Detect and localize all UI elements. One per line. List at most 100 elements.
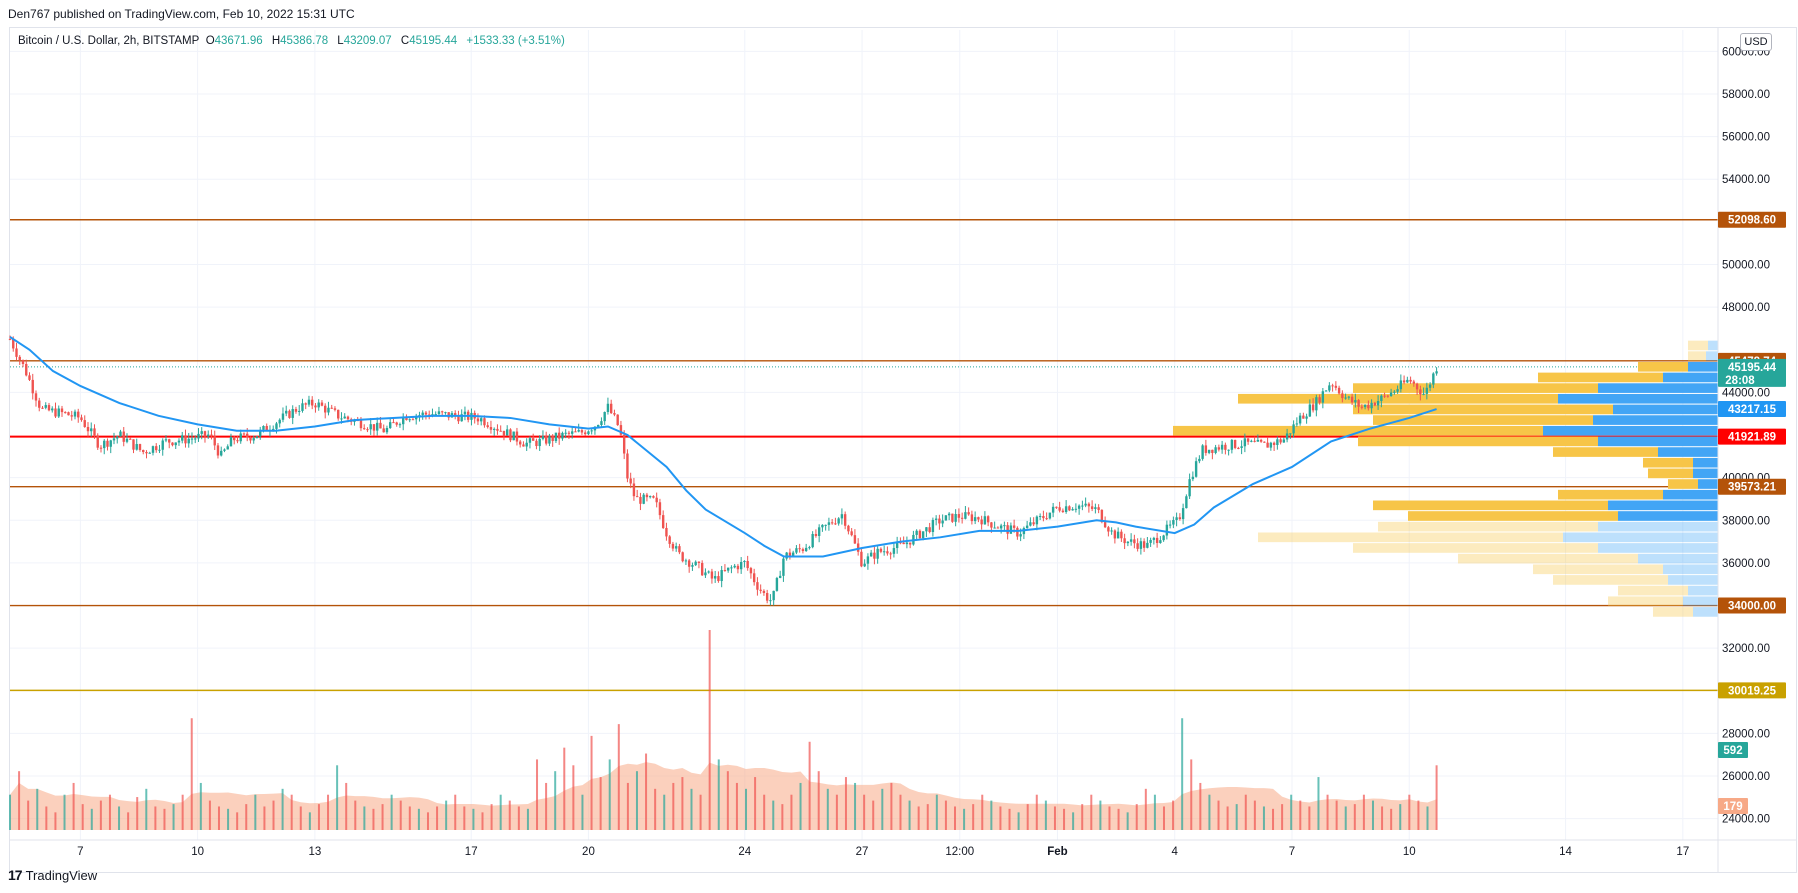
profile-bar-blue: [1598, 543, 1718, 553]
candle-body: [28, 375, 31, 380]
candle-body: [1126, 541, 1130, 544]
volume-bar: [1162, 806, 1165, 830]
volume-bar: [172, 804, 175, 830]
candle-body: [609, 403, 613, 414]
y-tick-label: 24000.00: [1722, 814, 1770, 826]
candle-body: [730, 567, 733, 569]
volume-bar: [136, 797, 139, 830]
candle-body: [928, 527, 931, 533]
candle-body: [1428, 384, 1432, 388]
volume-bar: [1253, 800, 1256, 830]
candle-body: [38, 400, 41, 408]
candle-body: [629, 478, 632, 484]
candle-body: [775, 578, 779, 591]
candle-body: [171, 442, 174, 446]
x-tick-label: 20: [582, 846, 595, 858]
candle-body: [548, 436, 551, 444]
volume-bar: [817, 771, 820, 830]
candle-body: [320, 402, 324, 406]
candle-body: [622, 434, 626, 454]
volume-bar: [290, 794, 293, 830]
volume-bar: [899, 794, 902, 830]
volume-bar: [381, 804, 384, 830]
candle-body: [1269, 442, 1273, 448]
candle-body: [1061, 510, 1065, 513]
candle-body: [1129, 539, 1133, 542]
profile-bar-yellow: [1553, 447, 1658, 457]
candle-body: [1081, 505, 1084, 507]
volume-bar: [1199, 782, 1202, 830]
candle-body: [856, 543, 860, 552]
candle-body: [544, 436, 548, 444]
candle-body: [613, 413, 616, 415]
candle-body: [541, 436, 545, 439]
volume-bar: [935, 794, 938, 830]
high-label: H: [271, 35, 281, 47]
candle-body: [1344, 397, 1347, 399]
candle-body: [369, 424, 372, 430]
tradingview-logo-icon[interactable]: 17: [8, 867, 23, 883]
candle-body: [1253, 440, 1256, 442]
candle-body: [1204, 445, 1208, 453]
volume-bar: [408, 806, 411, 830]
candle-body: [814, 533, 818, 536]
candle-body: [1289, 433, 1292, 435]
profile-bar-blue: [1613, 404, 1718, 415]
candle-body: [1051, 506, 1055, 513]
x-tick-label: 10: [191, 846, 204, 858]
candle-body: [203, 431, 207, 437]
profile-bar-blue: [1658, 447, 1718, 457]
candle-body: [382, 428, 385, 433]
candle-body: [376, 422, 379, 431]
candle-body: [1357, 400, 1360, 407]
candle-body: [1175, 517, 1178, 521]
volume-bar: [426, 812, 429, 830]
profile-bar-blue: [1663, 564, 1718, 575]
candle-body: [736, 565, 740, 570]
volume-bar: [763, 794, 766, 830]
candle-body: [957, 514, 961, 518]
candle-body: [635, 496, 639, 498]
candle-body: [717, 576, 720, 582]
candle-body: [1107, 527, 1110, 532]
profile-bar-yellow: [1643, 457, 1693, 468]
candle-body: [1282, 439, 1286, 443]
candle-body: [869, 552, 873, 557]
candle-body: [213, 436, 216, 446]
currency-button[interactable]: USD: [1740, 33, 1772, 51]
volume-bar: [1299, 800, 1302, 830]
volume-bar: [145, 788, 148, 830]
footer-brand[interactable]: TradingView: [25, 867, 98, 883]
candle-body: [1233, 439, 1237, 448]
candle-body: [804, 547, 808, 552]
candle-body: [834, 523, 837, 525]
chart-frame[interactable]: [9, 27, 1797, 873]
candle-body: [1006, 525, 1009, 534]
volume-bar: [308, 812, 311, 830]
candle-body: [954, 514, 957, 522]
candle-body: [34, 393, 38, 401]
candle-body: [817, 527, 821, 536]
profile-bar-blue: [1598, 383, 1718, 393]
candle-body: [616, 414, 619, 426]
candle-body: [895, 542, 899, 549]
candle-body: [889, 553, 892, 555]
candle-body: [977, 517, 980, 520]
volume-bar: [645, 753, 648, 830]
volume-tag-label: 179: [1723, 801, 1742, 813]
candle-body: [538, 438, 541, 447]
candle-body: [239, 433, 242, 442]
volume-bar: [754, 777, 757, 830]
low-label: L: [337, 35, 344, 47]
candle-body: [1272, 442, 1276, 446]
candle-body: [151, 446, 155, 453]
volume-bar: [108, 794, 111, 830]
candle-body: [80, 417, 83, 421]
volume-bar: [217, 806, 220, 830]
profile-bar-blue: [1706, 351, 1718, 361]
candle-body: [444, 412, 447, 414]
candle-body: [1009, 525, 1013, 534]
symbol-label[interactable]: Bitcoin / U.S. Dollar, 2h, BITSTAMP: [18, 35, 200, 47]
volume-bar: [1344, 806, 1347, 830]
